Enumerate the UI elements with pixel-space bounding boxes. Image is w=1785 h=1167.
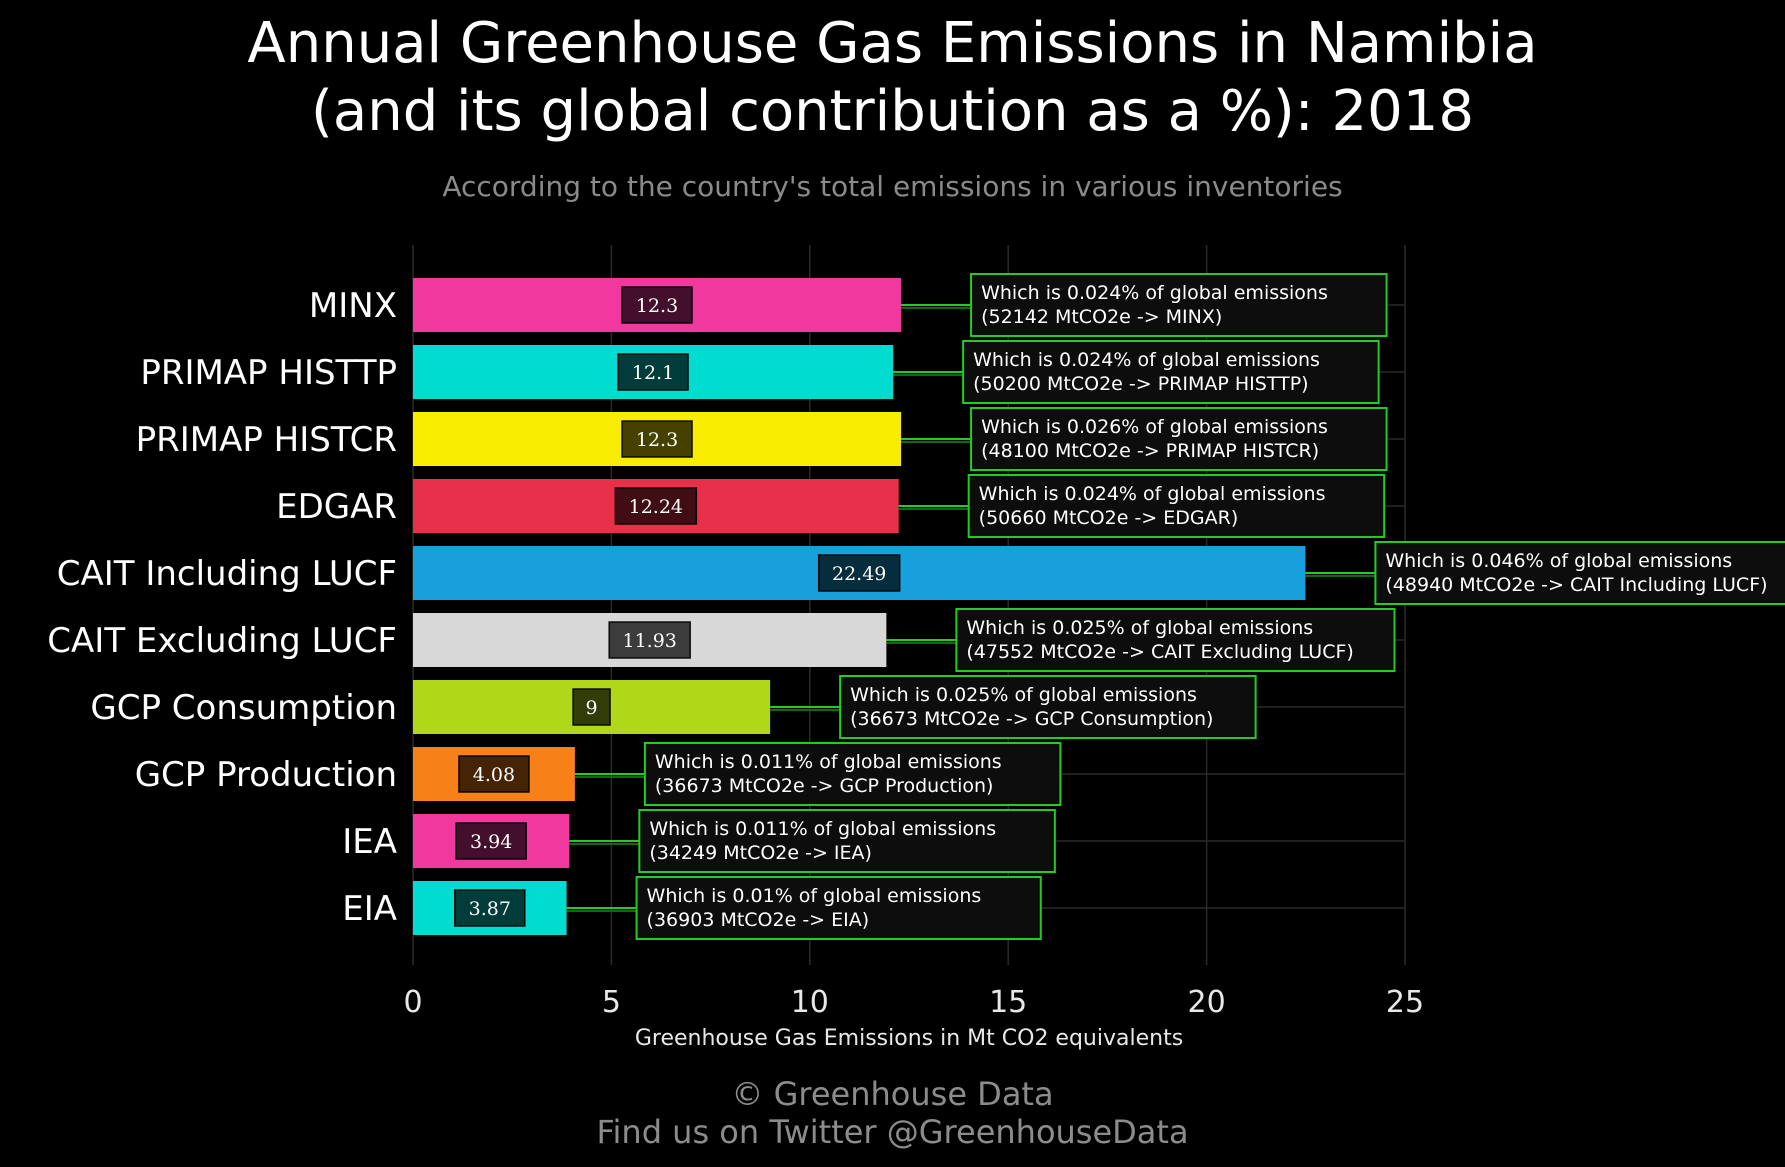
- value-label-minx: 12.3: [636, 295, 678, 317]
- annotation-box-primap-histtp: [962, 340, 1380, 404]
- footer: © Greenhouse Data Find us on Twitter @Gr…: [0, 1075, 1785, 1151]
- x-tick-label-15: 15: [989, 985, 1027, 1020]
- chart-subtitle: According to the country's total emissio…: [442, 170, 1343, 203]
- x-tick-label-10: 10: [791, 985, 829, 1020]
- x-tick-label-25: 25: [1386, 985, 1424, 1020]
- annotation-box-primap-histcr: [970, 407, 1388, 471]
- annotation-line2-cait-including-lucf: (48940 MtCO2e -> CAIT Including LUCF): [1385, 574, 1767, 596]
- value-label-iea: 3.94: [470, 831, 512, 853]
- annotation-line2-gcp-production: (36673 MtCO2e -> GCP Production): [655, 775, 994, 797]
- y-label-primap-histtp: PRIMAP HISTTP: [140, 353, 397, 393]
- value-label-cait-including-lucf: 22.49: [832, 563, 886, 585]
- annotation-line1-gcp-production: Which is 0.011% of global emissions: [655, 751, 1002, 773]
- annotation-line2-gcp-consumption: (36673 MtCO2e -> GCP Consumption): [850, 708, 1213, 730]
- chart-title: Annual Greenhouse Gas Emissions in Namib…: [0, 10, 1785, 146]
- value-label-cait-excluding-lucf: 11.93: [622, 630, 676, 652]
- value-label-box-gcp-consumption: [572, 688, 611, 726]
- x-axis-ticks: 0 5 10 15 20 25: [403, 985, 1424, 1020]
- chart-title-line1: Annual Greenhouse Gas Emissions in Namib…: [247, 11, 1538, 76]
- y-label-minx: MINX: [309, 286, 397, 326]
- y-axis-labels: MINX PRIMAP HISTTP PRIMAP HISTCR EDGAR CAIT …: [47, 286, 397, 929]
- annotation-box-edgar: [967, 474, 1386, 538]
- annotation-box-cait-excluding-lucf: [955, 608, 1396, 672]
- y-label-edgar: EDGAR: [276, 487, 397, 527]
- annotation-line2-iea: (34249 MtCO2e -> IEA): [649, 842, 872, 864]
- x-axis-label: Greenhouse Gas Emissions in Mt CO2 equiv…: [635, 1026, 1183, 1051]
- y-label-iea: IEA: [342, 822, 397, 862]
- value-label-gcp-consumption: 9: [586, 697, 598, 719]
- value-label-box-minx: [621, 286, 693, 324]
- annotation-box-iea: [638, 809, 1056, 873]
- value-label-box-cait-including-lucf: [817, 554, 901, 592]
- value-label-box-eia: [454, 889, 526, 927]
- annotation-line1-eia: Which is 0.01% of global emissions: [647, 885, 982, 907]
- annotation-line1-primap-histcr: Which is 0.026% of global emissions: [981, 416, 1328, 438]
- value-label-eia: 3.87: [469, 898, 511, 920]
- x-tick-label-20: 20: [1188, 985, 1226, 1020]
- x-tick-label-5: 5: [602, 985, 621, 1020]
- value-label-box-iea: [455, 822, 527, 860]
- annotation-box-gcp-production: [643, 742, 1062, 806]
- y-label-eia: EIA: [342, 889, 397, 929]
- y-label-cait-excluding-lucf: CAIT Excluding LUCF: [47, 621, 397, 661]
- value-label-box-primap-histcr: [621, 420, 693, 458]
- footer-copyright: © Greenhouse Data: [731, 1075, 1054, 1113]
- chart-title-line2: (and its global contribution as a %): 20…: [311, 79, 1474, 144]
- annotation-line1-cait-including-lucf: Which is 0.046% of global emissions: [1385, 550, 1732, 572]
- annotation-box-eia: [635, 876, 1042, 940]
- annotation-line2-primap-histcr: (48100 MtCO2e -> PRIMAP HISTCR): [981, 440, 1319, 462]
- annotation-line1-cait-excluding-lucf: Which is 0.025% of global emissions: [966, 617, 1313, 639]
- annotation-line2-edgar: (50660 MtCO2e -> EDGAR): [979, 507, 1239, 529]
- value-label-primap-histtp: 12.1: [632, 362, 674, 384]
- annotation-box-gcp-consumption: [839, 675, 1257, 739]
- value-label-box-edgar: [614, 487, 698, 525]
- annotation-line1-primap-histtp: Which is 0.024% of global emissions: [973, 349, 1320, 371]
- annotation-line1-iea: Which is 0.011% of global emissions: [649, 818, 996, 840]
- value-label-gcp-production: 4.08: [473, 764, 515, 786]
- y-label-gcp-consumption: GCP Consumption: [90, 688, 397, 728]
- footer-twitter: Find us on Twitter @GreenhouseData: [596, 1113, 1189, 1151]
- annotation-box-minx: [970, 273, 1388, 337]
- value-label-edgar: 12.24: [629, 496, 683, 518]
- value-label-box-cait-excluding-lucf: [608, 621, 691, 659]
- annotation-line1-gcp-consumption: Which is 0.025% of global emissions: [850, 684, 1197, 706]
- y-label-gcp-production: GCP Production: [135, 755, 397, 795]
- y-label-primap-histcr: PRIMAP HISTCR: [136, 420, 397, 460]
- value-label-box-primap-histtp: [617, 353, 689, 391]
- annotation-line2-cait-excluding-lucf: (47552 MtCO2e -> CAIT Excluding LUCF): [966, 641, 1353, 663]
- annotation-line2-eia: (36903 MtCO2e -> EIA): [647, 909, 870, 931]
- y-label-cait-including-lucf: CAIT Including LUCF: [57, 554, 397, 594]
- annotation-box-cait-including-lucf: [1374, 541, 1785, 605]
- annotation-line2-primap-histtp: (50200 MtCO2e -> PRIMAP HISTTP): [973, 373, 1308, 395]
- value-label-primap-histcr: 12.3: [636, 429, 678, 451]
- x-tick-label-0: 0: [403, 985, 422, 1020]
- annotation-line1-edgar: Which is 0.024% of global emissions: [979, 483, 1326, 505]
- value-label-box-gcp-production: [458, 755, 530, 793]
- annotation-line1-minx: Which is 0.024% of global emissions: [981, 282, 1328, 304]
- annotation-line2-minx: (52142 MtCO2e -> MINX): [981, 306, 1222, 328]
